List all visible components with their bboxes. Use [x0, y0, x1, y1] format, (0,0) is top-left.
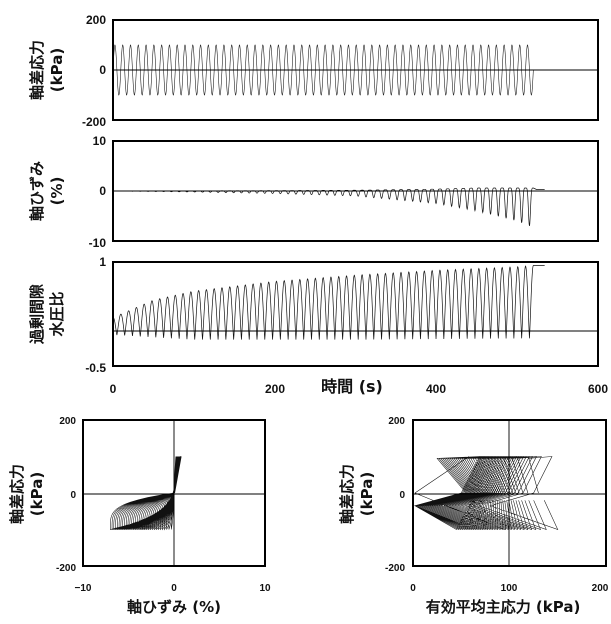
panel4-ylabel-line1: 軸差応力: [8, 464, 26, 524]
panel-stress-path: 200 0 -200 0 100 200 有効平均主応力 (kPa) 軸差応力 …: [338, 416, 609, 616]
panel2-ytick-bottom: -10: [89, 236, 107, 250]
panel5-frame: [412, 419, 607, 567]
panel4-traces: [110, 456, 182, 531]
panel5-ytick-top: 200: [388, 416, 405, 427]
time-xtick-200: 200: [265, 382, 285, 396]
panel2-traces: [113, 187, 545, 227]
panel2-ytick-top: 10: [93, 134, 107, 148]
stress-strain-loops: [110, 456, 182, 531]
panel4-frame: [82, 419, 266, 567]
panel-deviator-stress-time: 200 0 -200 軸差応力 (kPa): [28, 13, 599, 129]
stress-path-series: [414, 456, 559, 530]
panel2-frame: [112, 140, 599, 242]
panel-axial-strain-time: 10 0 -10 軸ひずみ (%): [28, 134, 599, 250]
panel1-ylabel-line1: 軸差応力: [28, 40, 46, 100]
panel1-ytick-top: 200: [86, 13, 106, 27]
panel4-ytick-zero: 0: [70, 490, 76, 501]
panel-pore-pressure-time: 1 -0.5 過剰間隙 水圧比 0 200 400 600 時間 (s): [28, 255, 608, 396]
panel3-ylabel-line1: 過剰間隙: [28, 284, 46, 345]
panel1-ylabel-line2: (kPa): [48, 48, 66, 92]
panel4-ylabel-line2: (kPa): [28, 472, 46, 516]
panel5-traces: [414, 456, 559, 530]
panel-stress-strain: 200 0 -200 −10 0 10 軸ひずみ (%) 軸差応力 (kPa): [8, 416, 271, 616]
panel5-ytick-bottom: -200: [385, 563, 405, 574]
panel4-ytick-bottom: -200: [56, 563, 76, 574]
panel1-ytick-zero: 0: [99, 63, 106, 77]
axial-strain-series: [113, 187, 545, 227]
panel2-ylabel-line1: 軸ひずみ: [28, 161, 46, 221]
panel5-ylabel-line2: (kPa): [358, 472, 376, 516]
panel5-xtick-right: 200: [592, 583, 609, 594]
panel5-ylabel-line1: 軸差応力: [338, 464, 356, 524]
time-xtick-600: 600: [588, 382, 608, 396]
panel5-xtick-left: 0: [410, 583, 416, 594]
panel4-ytick-top: 200: [59, 416, 76, 427]
panel3-traces: [112, 265, 545, 340]
panel5-xtick-mid: 100: [501, 583, 518, 594]
panel1-frame: [112, 19, 599, 121]
time-xtick-400: 400: [426, 382, 446, 396]
panel2-ytick-zero: 0: [99, 184, 106, 198]
panel3-ylabel-line2: 水圧比: [48, 291, 66, 336]
panel2-ylabel-line2: (%): [48, 177, 66, 206]
panel5-xlabel: 有効平均主応力 (kPa): [426, 598, 581, 616]
time-xlabel: 時間 (s): [321, 377, 383, 396]
panel4-xtick-right: 10: [259, 583, 271, 594]
panel4-xlabel: 軸ひずみ (%): [127, 598, 221, 616]
panel3-ytick-top: 1: [99, 255, 106, 269]
panel4-xtick-mid: 0: [171, 583, 177, 594]
time-xtick-0: 0: [110, 382, 117, 396]
pore-pressure-ratio-series: [112, 265, 545, 340]
panel1-ytick-bottom: -200: [82, 115, 106, 129]
panel3-ytick-bottom: -0.5: [85, 361, 106, 375]
panel5-ytick-zero: 0: [399, 490, 405, 501]
panel3-frame: [112, 261, 599, 367]
panel4-xtick-left: −10: [75, 583, 92, 594]
